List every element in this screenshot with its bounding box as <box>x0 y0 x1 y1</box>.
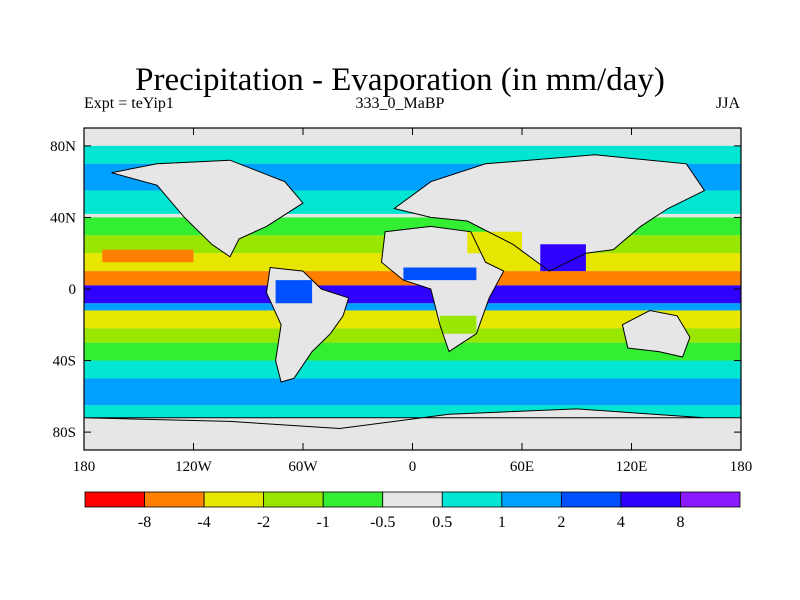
x-tick-label: 180 <box>730 459 753 475</box>
chart-title: Precipitation - Evaporation (in mm/day) <box>135 62 665 98</box>
coastline-1 <box>380 225 505 353</box>
field-region-2 <box>394 154 705 272</box>
colorbar-label: -1 <box>317 514 330 531</box>
x-tick-label: 120E <box>616 459 648 475</box>
time-label: 333_0_MaBP <box>355 95 445 112</box>
field-region-7 <box>540 244 586 272</box>
y-tick-label: 40N <box>50 210 76 226</box>
colorbar-label: 2 <box>557 514 565 531</box>
field-region-9 <box>275 280 313 304</box>
y-tick-label: 0 <box>69 282 77 298</box>
field-band-8 <box>84 303 741 311</box>
x-tick-label: 60W <box>288 459 318 475</box>
colorbar-label: 0.5 <box>432 514 452 531</box>
colorbar-box-2 <box>203 491 265 508</box>
x-tick-label: 0 <box>409 459 417 475</box>
field-region-5 <box>84 408 741 450</box>
field-region-3 <box>111 160 304 257</box>
field-region-8 <box>467 231 522 254</box>
coastline-5 <box>84 408 741 430</box>
field-region-6 <box>403 267 477 281</box>
y-tick-label: 40S <box>53 354 76 370</box>
colorbar-label: 1 <box>498 514 506 531</box>
colorbar-box-5 <box>382 491 443 508</box>
coastline-3 <box>111 159 304 258</box>
field-band-7 <box>84 285 741 304</box>
colorbar-box-10 <box>680 491 741 508</box>
colorbar-label: 8 <box>676 514 684 531</box>
field-band-9 <box>84 310 741 329</box>
coastline-0 <box>265 266 350 383</box>
colorbar-box-7 <box>501 491 562 508</box>
colorbar-label: 4 <box>617 514 625 531</box>
colorbar-box-9 <box>620 491 681 508</box>
x-tick-label: 180 <box>73 459 96 475</box>
y-tick-label: 80N <box>50 139 76 155</box>
colorbar-box-0 <box>84 491 145 508</box>
colorbar-box-3 <box>263 491 324 508</box>
colorbar-label: -2 <box>257 514 270 531</box>
coastline-layer <box>84 154 741 430</box>
colorbar-label: -0.5 <box>370 514 395 531</box>
season-label: JJA <box>715 95 740 112</box>
experiment-label: Expt = teYip1 <box>84 95 174 112</box>
field-band-12 <box>84 360 741 379</box>
field-layer <box>84 128 741 450</box>
x-tick-label: 120W <box>175 459 213 475</box>
field-band-13 <box>84 378 741 406</box>
field-band-11 <box>84 342 741 361</box>
x-tick-label: 60E <box>510 459 534 475</box>
colorbar-box-1 <box>144 491 205 508</box>
y-tick-label: 80S <box>53 425 76 441</box>
colorbar-box-6 <box>441 491 503 508</box>
coastline-2 <box>393 154 706 272</box>
colorbar-box-4 <box>322 491 384 508</box>
colorbar-box-8 <box>560 491 622 508</box>
coastline-4 <box>621 309 691 358</box>
field-band-10 <box>84 328 741 343</box>
field-region-10 <box>439 315 477 334</box>
colorbar-label: -8 <box>138 514 151 531</box>
field-region-11 <box>102 249 194 263</box>
field-region-4 <box>622 310 690 357</box>
colorbar-label: -4 <box>197 514 210 531</box>
